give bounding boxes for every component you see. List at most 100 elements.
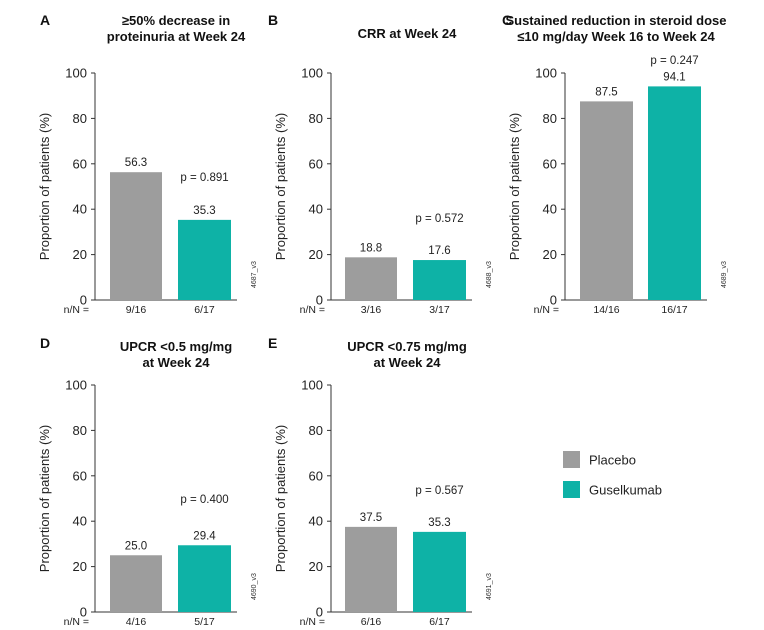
y-tick-label: 100 xyxy=(301,378,323,393)
y-tick-label: 40 xyxy=(73,514,87,529)
n-label: 3/17 xyxy=(429,304,450,316)
chart-title-line: proteinuria at Week 24 xyxy=(107,29,246,44)
bar-guselkumab xyxy=(178,545,231,612)
legend-swatch-placebo xyxy=(563,451,580,468)
p-value-label: p = 0.572 xyxy=(415,213,463,225)
y-tick-label: 60 xyxy=(309,156,323,171)
y-tick-label: 80 xyxy=(73,111,87,126)
chart-title-line: Sustained reduction in steroid dose xyxy=(505,13,726,28)
legend: Placebo Guselkumab xyxy=(563,451,662,498)
bar-guselkumab xyxy=(413,531,466,612)
legend-label: Placebo xyxy=(589,453,636,468)
bar-guselkumab xyxy=(648,86,701,300)
y-tick-label: 100 xyxy=(301,66,323,81)
y-tick-label: 20 xyxy=(309,559,323,574)
p-value-label: p = 0.247 xyxy=(650,55,698,67)
y-tick-label: 40 xyxy=(73,202,87,217)
y-tick-label: 20 xyxy=(73,559,87,574)
y-tick-label: 0 xyxy=(80,605,87,620)
figure-code-label: 4687_v3 xyxy=(251,261,258,288)
n-label: 9/16 xyxy=(126,304,147,316)
chart-title-line: ≤10 mg/day Week 16 to Week 24 xyxy=(517,29,715,44)
y-tick-label: 20 xyxy=(543,247,557,262)
bar-placebo xyxy=(110,555,162,612)
y-tick-label: 40 xyxy=(543,202,557,217)
chart-title-line: at Week 24 xyxy=(143,355,211,370)
y-tick-label: 80 xyxy=(309,111,323,126)
p-value-label: p = 0.567 xyxy=(415,485,463,497)
bar-value-label: 56.3 xyxy=(125,157,147,169)
bar-placebo xyxy=(110,172,162,300)
y-tick-label: 0 xyxy=(316,605,323,620)
legend-label: Guselkumab xyxy=(589,483,662,498)
y-axis-label: Proportion of patients (%) xyxy=(37,425,52,572)
bar-value-label: 35.3 xyxy=(193,205,215,217)
y-tick-label: 100 xyxy=(535,66,557,81)
chart-title-line: CRR at Week 24 xyxy=(358,26,458,41)
bar-guselkumab xyxy=(178,219,231,300)
panel-letter: C xyxy=(502,12,512,28)
bar-value-label: 25.0 xyxy=(125,540,147,552)
y-tick-label: 100 xyxy=(65,66,87,81)
y-tick-label: 60 xyxy=(309,468,323,483)
figure-code-label: 4688_v3 xyxy=(486,261,493,288)
y-tick-label: 20 xyxy=(309,247,323,262)
y-tick-label: 0 xyxy=(316,293,323,308)
y-tick-label: 20 xyxy=(73,247,87,262)
y-axis-label: Proportion of patients (%) xyxy=(507,113,522,260)
n-label: 4/16 xyxy=(126,616,147,628)
n-label: 3/16 xyxy=(361,304,382,316)
y-tick-label: 60 xyxy=(543,156,557,171)
y-tick-label: 0 xyxy=(550,293,557,308)
panel-letter: D xyxy=(40,335,50,351)
bar-value-label: 29.4 xyxy=(193,530,216,542)
y-tick-label: 40 xyxy=(309,202,323,217)
n-label: 16/17 xyxy=(661,304,687,316)
n-label: 6/17 xyxy=(429,616,450,628)
n-label: 6/16 xyxy=(361,616,382,628)
n-label: 6/17 xyxy=(194,304,215,316)
figure-code-label: 4690_v3 xyxy=(251,573,258,600)
y-tick-label: 80 xyxy=(309,423,323,438)
bar-value-label: 94.1 xyxy=(663,71,685,83)
bar-placebo xyxy=(345,526,397,612)
n-prefix-label: n/N = xyxy=(300,304,325,316)
chart-panel-b: B CRR at Week 24 0 20 40 60 80 100 Proportion of… xyxy=(268,12,493,316)
legend-swatch-guselkumab xyxy=(563,481,580,498)
n-label: 14/16 xyxy=(593,304,619,316)
p-value-label: p = 0.400 xyxy=(180,494,228,506)
bar-value-label: 87.5 xyxy=(595,86,617,98)
y-tick-label: 80 xyxy=(73,423,87,438)
chart-title-line: UPCR <0.5 mg/mg xyxy=(120,339,232,354)
panel-letter: B xyxy=(268,12,278,28)
bar-value-label: 37.5 xyxy=(360,512,382,524)
y-tick-label: 40 xyxy=(309,514,323,529)
figure-code-label: 4689_v3 xyxy=(721,261,728,288)
bar-value-label: 18.8 xyxy=(360,242,382,254)
bar-value-label: 17.6 xyxy=(428,245,450,257)
bar-value-label: 35.3 xyxy=(428,517,450,529)
y-axis-label: Proportion of patients (%) xyxy=(37,113,52,260)
bar-placebo xyxy=(345,257,397,300)
y-tick-label: 60 xyxy=(73,156,87,171)
y-tick-label: 80 xyxy=(543,111,557,126)
chart-title-line: at Week 24 xyxy=(374,355,442,370)
n-prefix-label: n/N = xyxy=(300,616,325,628)
y-tick-label: 100 xyxy=(65,378,87,393)
n-prefix-label: n/N = xyxy=(64,616,89,628)
n-label: 5/17 xyxy=(194,616,215,628)
chart-title-line: UPCR <0.75 mg/mg xyxy=(347,339,467,354)
panel-letter: E xyxy=(268,335,277,351)
y-tick-label: 0 xyxy=(80,293,87,308)
panel-letter: A xyxy=(40,12,50,28)
y-axis-label: Proportion of patients (%) xyxy=(273,113,288,260)
figure-code-label: 4691_v3 xyxy=(486,573,493,600)
n-prefix-label: n/N = xyxy=(534,304,559,316)
bar-guselkumab xyxy=(413,260,466,300)
chart-title-line: ≥50% decrease in xyxy=(122,13,230,28)
